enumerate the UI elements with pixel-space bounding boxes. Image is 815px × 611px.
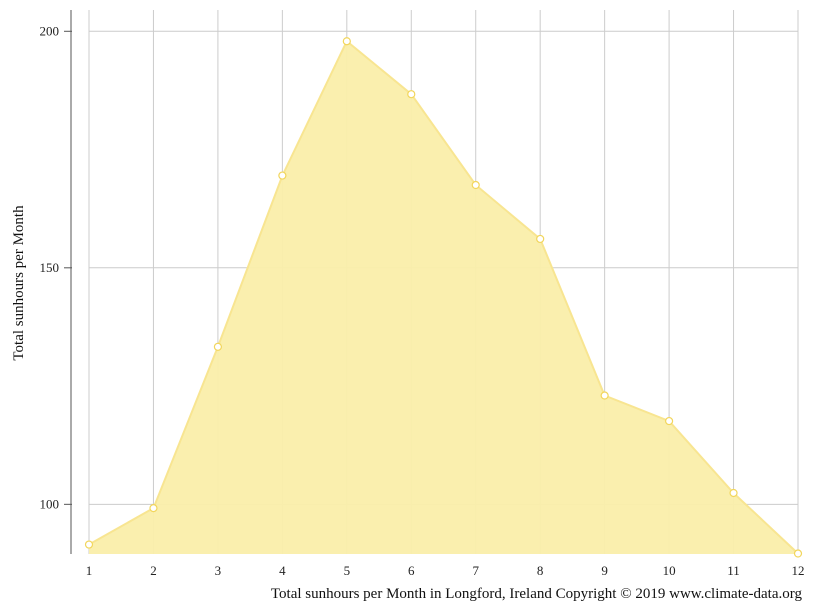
- data-point-8: [536, 234, 545, 244]
- x-tick-label-8: 8: [537, 563, 544, 578]
- y-tick-label-100: 100: [40, 496, 60, 511]
- x-tick-labels: 1 2 3 4 5 6 7 8 9 10 11 12: [86, 563, 805, 578]
- y-tick-label-200: 200: [40, 23, 60, 38]
- data-point-5: [342, 37, 351, 46]
- data-point-11: [729, 488, 738, 498]
- data-point-3: [213, 342, 223, 351]
- x-tick-label-10: 10: [663, 563, 676, 578]
- x-tick-label-7: 7: [472, 563, 479, 578]
- data-point-4: [278, 171, 287, 180]
- y-axis-title: Total sunhours per Month: [11, 205, 27, 361]
- x-tick-label-6: 6: [408, 563, 415, 578]
- x-tick-label-4: 4: [279, 563, 286, 578]
- data-point-12: [793, 549, 803, 558]
- data-point-9: [600, 391, 609, 400]
- y-tick-labels: 100 150 200: [40, 23, 60, 511]
- y-tick-label-150: 150: [40, 260, 60, 275]
- data-point-2: [149, 504, 158, 513]
- data-point-10: [664, 416, 674, 426]
- x-tick-label-11: 11: [727, 563, 740, 578]
- sunhours-area: [89, 41, 798, 554]
- x-tick-label-1: 1: [86, 563, 93, 578]
- x-tick-label-9: 9: [601, 563, 608, 578]
- data-point-1: [84, 540, 94, 549]
- x-tick-label-2: 2: [150, 563, 157, 578]
- sunhours-line: [88, 39, 799, 555]
- data-point-7: [471, 180, 480, 190]
- data-point-6: [407, 90, 416, 99]
- x-tick-label-3: 3: [215, 563, 222, 578]
- data-points: [84, 37, 803, 558]
- x-tick-label-5: 5: [344, 563, 351, 578]
- x-tick-label-12: 12: [792, 563, 805, 578]
- chart-caption: Total sunhours per Month in Longford, Ir…: [271, 586, 803, 602]
